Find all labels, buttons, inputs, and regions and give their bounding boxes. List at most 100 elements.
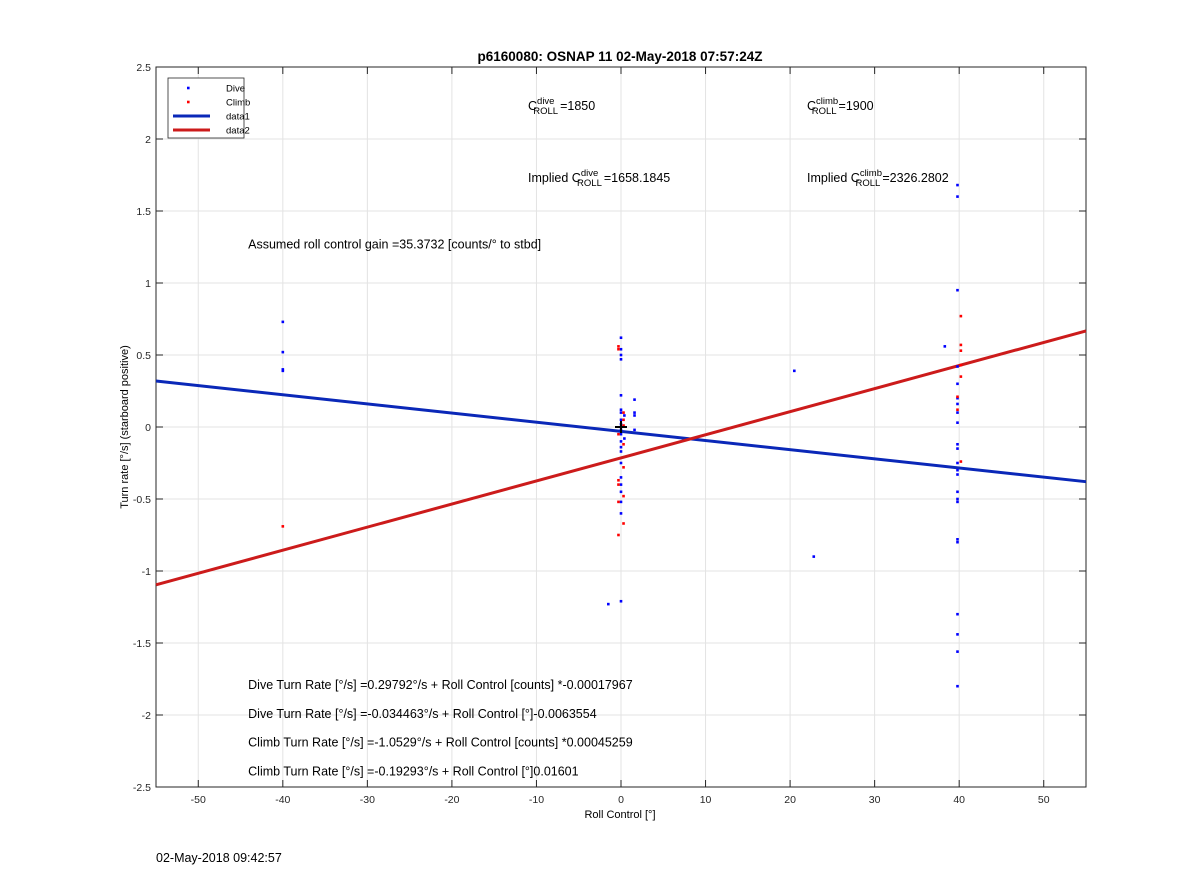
- climb-point: [959, 363, 963, 367]
- data-points-layer: [281, 183, 963, 688]
- climb-point: [617, 483, 620, 486]
- climb-point: [622, 442, 625, 446]
- dive-point: [956, 650, 959, 653]
- y-tick-label: -1: [142, 566, 151, 578]
- dive-point: [281, 350, 285, 354]
- y-tick-label: 2: [145, 134, 151, 146]
- dive-point: [812, 555, 816, 558]
- dive-point: [623, 437, 626, 440]
- x-tick-label: 0: [618, 794, 624, 806]
- y-axis-label: Turn rate [°/s] (starboard positive): [119, 345, 131, 509]
- dive-point: [623, 414, 626, 417]
- annotation-3: Implied Cclimb ROLL =2326.2802: [807, 168, 949, 189]
- legend-box: [167, 77, 245, 139]
- dive-point: [956, 538, 959, 541]
- y-tick-label: -2: [142, 710, 151, 722]
- legend: Dive Climb data1 data2: [167, 77, 250, 139]
- dive-point: [956, 183, 959, 187]
- dive-point: [619, 599, 623, 603]
- legend-label-climb: Climb: [226, 98, 250, 109]
- dive-point: [619, 450, 623, 453]
- dive-point: [619, 336, 623, 340]
- climb-point: [617, 478, 620, 482]
- axes-layer: -50 -40 -30 -20 -10 0 10 20 30 40 50-2.5-2-1.5-1-0…: [133, 62, 1087, 806]
- x-tick-label: 30: [869, 794, 881, 806]
- annotation-1: Cclimb ROLL =1900: [807, 96, 874, 117]
- x-tick-label: -40: [275, 794, 290, 806]
- chart-title: p6160080: OSNAP 11 02-May-2018 07:57:24Z: [478, 49, 763, 64]
- dive-point: [619, 347, 623, 351]
- dive-point: [943, 345, 947, 348]
- climb-point: [617, 347, 620, 351]
- dive-point: [956, 382, 959, 386]
- dive-point: [956, 195, 959, 198]
- climb-point: [617, 500, 620, 504]
- x-tick-label: 40: [953, 794, 965, 806]
- dive-point: [619, 476, 623, 479]
- climb-point: [959, 349, 963, 352]
- y-tick-label: -1.5: [133, 638, 151, 650]
- dive-point: [619, 432, 623, 436]
- dive-point: [633, 428, 636, 432]
- climb-point: [622, 418, 625, 422]
- dive-point: [633, 414, 636, 417]
- legend-label-data1: data1: [226, 112, 250, 123]
- dive-point: [956, 633, 959, 636]
- x-tick-label: 20: [784, 794, 796, 806]
- dive-point: [956, 365, 959, 368]
- annotation-6: Dive Turn Rate [°/s] =-0.034463°/s + Rol…: [248, 707, 597, 721]
- dive-point: [619, 394, 623, 397]
- dive-point: [956, 396, 959, 400]
- x-tick-label: -10: [529, 794, 544, 806]
- climb-point: [959, 375, 963, 378]
- dive-point: [956, 288, 959, 292]
- dive-point: [281, 320, 285, 324]
- x-tick-label: 10: [700, 794, 712, 806]
- dive-point: [956, 442, 959, 446]
- climb-point: [622, 466, 625, 469]
- x-tick-label: 50: [1038, 794, 1050, 806]
- dive-point: [956, 684, 959, 688]
- dive-point: [281, 369, 285, 373]
- dive-point: [619, 440, 623, 443]
- annotation-0: Cdive ROLL =1850: [528, 96, 595, 117]
- dive-point: [619, 418, 623, 422]
- legend-marker-climb: [187, 100, 190, 104]
- x-tick-label: -20: [444, 794, 459, 806]
- climb-point: [617, 432, 620, 436]
- dive-point: [281, 368, 285, 371]
- dive-point: [956, 461, 959, 465]
- dive-point: [956, 411, 959, 414]
- annotation-4: Assumed roll control gain =35.3732 [coun…: [248, 237, 541, 251]
- dive-point: [607, 602, 610, 606]
- y-tick-label: 0: [145, 422, 151, 434]
- climb-point: [281, 525, 285, 528]
- climb-point: [622, 494, 625, 498]
- dive-point: [619, 500, 623, 504]
- dive-point: [793, 369, 796, 373]
- dive-point: [633, 411, 636, 414]
- dive-point: [956, 490, 959, 494]
- climb-point: [622, 424, 625, 427]
- y-tick-label: 1.5: [136, 206, 151, 218]
- climb-point: [956, 408, 959, 412]
- dive-point: [956, 540, 959, 544]
- annotation-5: Dive Turn Rate [°/s] =0.29792°/s + Roll …: [248, 678, 633, 692]
- x-tick-label: -50: [191, 794, 206, 806]
- y-tick-label: 2.5: [136, 62, 151, 74]
- dive-point: [619, 353, 623, 357]
- dive-point: [956, 468, 959, 472]
- x-tick-label: -30: [360, 794, 375, 806]
- dive-point: [956, 447, 959, 450]
- dive-point: [619, 483, 623, 486]
- annotation-8: Climb Turn Rate [°/s] =-0.19293°/s + Rol…: [248, 764, 578, 778]
- dive-point: [619, 490, 623, 494]
- legend-label-dive: Dive: [226, 84, 245, 95]
- climb-point: [959, 343, 963, 347]
- dive-point: [956, 473, 959, 476]
- dive-point: [619, 512, 623, 515]
- dive-point: [956, 612, 959, 616]
- dive-point: [619, 445, 623, 449]
- x-axis-label: Roll Control [°]: [584, 809, 655, 821]
